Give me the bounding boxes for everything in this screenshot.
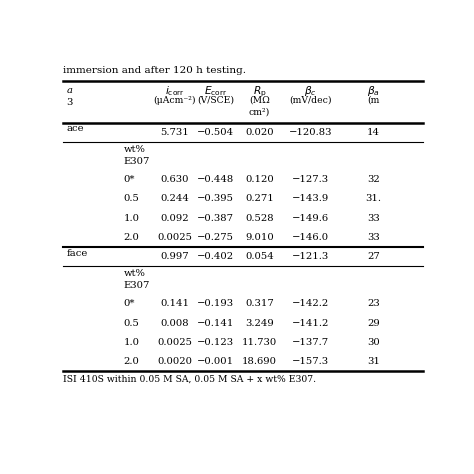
Text: 0.5: 0.5 xyxy=(124,194,139,203)
Text: −137.7: −137.7 xyxy=(292,338,329,347)
Text: 0.054: 0.054 xyxy=(245,252,274,261)
Text: ISI 410S within 0.05 M SA, 0.05 M SA + x wt% E307.: ISI 410S within 0.05 M SA, 0.05 M SA + x… xyxy=(63,374,316,383)
Text: 0.0025: 0.0025 xyxy=(157,233,192,242)
Text: wt%: wt% xyxy=(124,145,146,154)
Text: 9.010: 9.010 xyxy=(245,233,274,242)
Text: −146.0: −146.0 xyxy=(292,233,329,242)
Text: −142.2: −142.2 xyxy=(292,299,329,308)
Text: 1.0: 1.0 xyxy=(124,338,139,347)
Text: 0*: 0* xyxy=(124,299,135,308)
Text: 0.120: 0.120 xyxy=(245,175,274,184)
Text: 3: 3 xyxy=(66,98,73,107)
Text: −0.141: −0.141 xyxy=(197,319,234,328)
Text: 29: 29 xyxy=(367,319,380,328)
Text: 2.0: 2.0 xyxy=(124,357,139,366)
Text: $i_{\rm corr}$: $i_{\rm corr}$ xyxy=(165,84,185,98)
Text: 0.092: 0.092 xyxy=(161,213,189,222)
Text: 0.020: 0.020 xyxy=(245,128,274,137)
Text: $R_{\rm p}$: $R_{\rm p}$ xyxy=(253,84,266,99)
Text: 0.008: 0.008 xyxy=(161,319,189,328)
Text: 14: 14 xyxy=(367,128,380,137)
Text: 11.730: 11.730 xyxy=(242,338,277,347)
Text: 0.271: 0.271 xyxy=(245,194,274,203)
Text: 0.5: 0.5 xyxy=(124,319,139,328)
Text: 0.630: 0.630 xyxy=(161,175,189,184)
Text: −0.504: −0.504 xyxy=(197,128,234,137)
Text: 18.690: 18.690 xyxy=(242,357,277,366)
Text: −0.387: −0.387 xyxy=(197,213,234,222)
Text: −149.6: −149.6 xyxy=(292,213,329,222)
Text: 23: 23 xyxy=(367,299,380,308)
Text: 0.317: 0.317 xyxy=(245,299,274,308)
Text: $\beta_{a}$: $\beta_{a}$ xyxy=(367,84,380,98)
Text: 0.244: 0.244 xyxy=(161,194,190,203)
Text: 0.997: 0.997 xyxy=(161,252,189,261)
Text: 0.0025: 0.0025 xyxy=(157,338,192,347)
Text: ace: ace xyxy=(66,124,84,133)
Text: E307: E307 xyxy=(124,156,150,165)
Text: 0.528: 0.528 xyxy=(245,213,274,222)
Text: −0.402: −0.402 xyxy=(197,252,234,261)
Text: 0*: 0* xyxy=(124,175,135,184)
Text: 5.731: 5.731 xyxy=(161,128,189,137)
Text: −0.001: −0.001 xyxy=(197,357,234,366)
Text: 33: 33 xyxy=(367,233,380,242)
Text: 0.141: 0.141 xyxy=(161,299,190,308)
Text: −0.275: −0.275 xyxy=(197,233,234,242)
Text: $\beta_{c}$: $\beta_{c}$ xyxy=(304,84,317,98)
Text: 31.: 31. xyxy=(365,194,382,203)
Text: (MΩ: (MΩ xyxy=(249,96,270,105)
Text: 33: 33 xyxy=(367,213,380,222)
Text: cm²): cm²) xyxy=(249,108,270,117)
Text: −143.9: −143.9 xyxy=(292,194,329,203)
Text: (μAcm⁻²): (μAcm⁻²) xyxy=(154,96,196,105)
Text: −121.3: −121.3 xyxy=(292,252,329,261)
Text: −0.448: −0.448 xyxy=(197,175,234,184)
Text: 31: 31 xyxy=(367,357,380,366)
Text: 1.0: 1.0 xyxy=(124,213,139,222)
Text: 27: 27 xyxy=(367,252,380,261)
Text: 3.249: 3.249 xyxy=(245,319,274,328)
Text: 2.0: 2.0 xyxy=(124,233,139,242)
Text: −0.193: −0.193 xyxy=(197,299,234,308)
Text: 0.0020: 0.0020 xyxy=(157,357,192,366)
Text: −141.2: −141.2 xyxy=(292,319,329,328)
Text: −120.83: −120.83 xyxy=(289,128,333,137)
Text: a: a xyxy=(66,86,73,95)
Text: (mV/dec): (mV/dec) xyxy=(290,96,332,105)
Text: face: face xyxy=(66,249,88,258)
Text: (V/SCE): (V/SCE) xyxy=(197,96,234,105)
Text: E307: E307 xyxy=(124,281,150,290)
Text: −0.123: −0.123 xyxy=(197,338,234,347)
Text: 32: 32 xyxy=(367,175,380,184)
Text: immersion and after 120 h testing.: immersion and after 120 h testing. xyxy=(63,66,246,75)
Text: 30: 30 xyxy=(367,338,380,347)
Text: −0.395: −0.395 xyxy=(197,194,234,203)
Text: wt%: wt% xyxy=(124,269,146,278)
Text: −127.3: −127.3 xyxy=(292,175,329,184)
Text: (m: (m xyxy=(367,96,380,105)
Text: $E_{\rm corr}$: $E_{\rm corr}$ xyxy=(204,84,227,98)
Text: −157.3: −157.3 xyxy=(292,357,329,366)
